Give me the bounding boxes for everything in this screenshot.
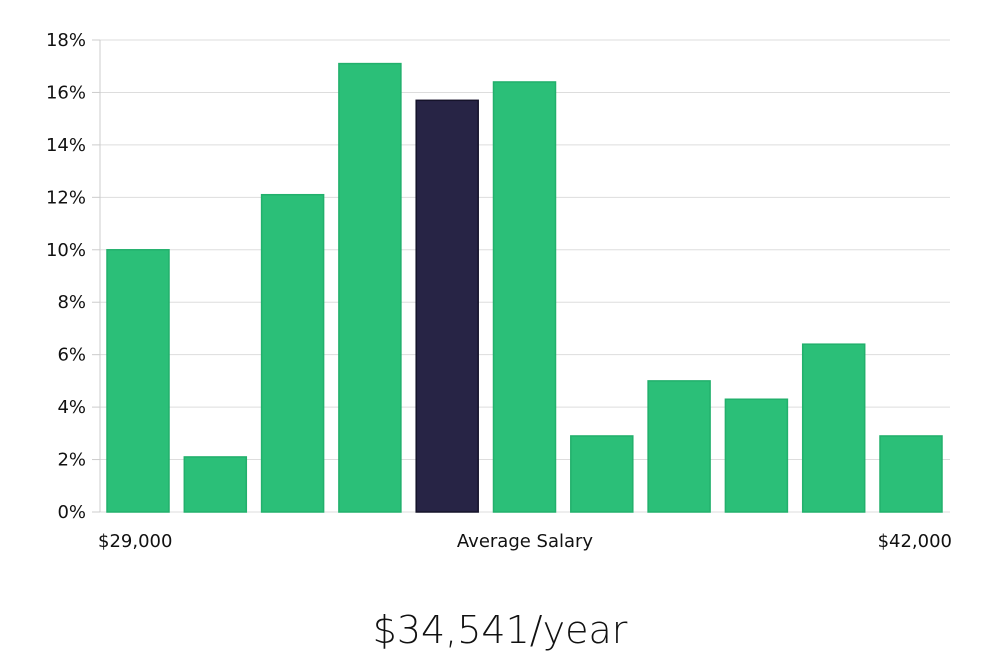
histogram-bar <box>724 398 789 513</box>
bars <box>106 62 943 513</box>
histogram-bar <box>879 435 943 513</box>
histogram-bar <box>183 456 248 513</box>
y-tick-label: 14% <box>46 135 86 156</box>
x-end-label: $42,000 <box>878 531 952 552</box>
y-tick-label: 16% <box>46 82 86 103</box>
x-axis-title: Average Salary <box>457 531 594 552</box>
x-start-label: $29,000 <box>98 531 172 552</box>
y-tick-label: 2% <box>57 450 86 471</box>
histogram-bar <box>338 62 402 513</box>
y-tick-label: 4% <box>57 397 86 418</box>
average-salary-value: $34,541/year <box>372 608 628 652</box>
histogram-bar-highlighted <box>415 99 479 513</box>
y-tick-label: 18% <box>46 30 86 51</box>
histogram-bar <box>570 435 634 513</box>
y-tick-label: 8% <box>57 292 86 313</box>
histogram-bar <box>801 343 866 513</box>
histogram-bar <box>647 380 711 513</box>
y-tick-label: 0% <box>57 502 86 523</box>
histogram-bar <box>260 193 325 513</box>
y-tick-label: 10% <box>46 240 86 261</box>
y-tick-label: 6% <box>57 345 86 366</box>
y-axis-ticks: 0% 2% 4% 6% 8% 10% 12% 14% 16% 18% <box>46 30 100 523</box>
histogram-bar <box>492 81 557 513</box>
salary-histogram-chart: 0% 2% 4% 6% 8% 10% 12% 14% 16% 18% $29,000 Averag… <box>46 30 952 552</box>
histogram-bar <box>106 249 170 513</box>
y-tick-label: 12% <box>46 187 86 208</box>
